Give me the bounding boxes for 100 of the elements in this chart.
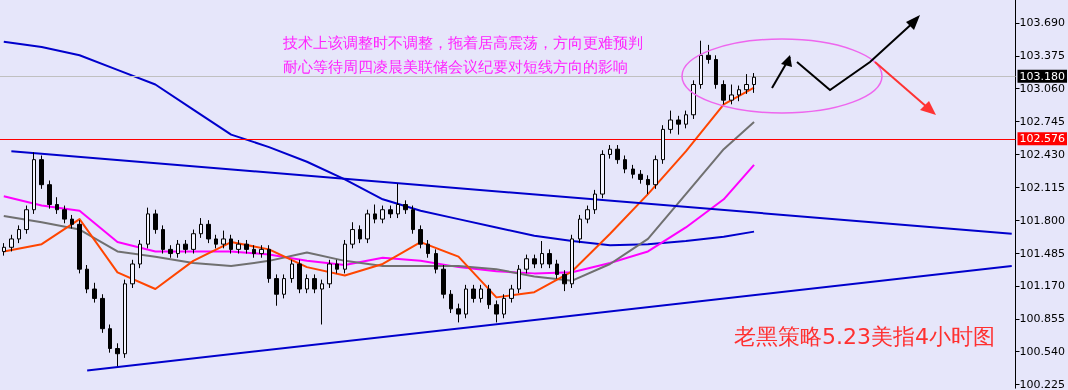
candlestick (350, 221, 355, 249)
candlestick (479, 284, 483, 304)
candlestick (721, 79, 726, 105)
candlestick (729, 84, 734, 105)
candlestick (714, 54, 718, 90)
candlestick (259, 244, 264, 259)
candlestick (555, 259, 559, 280)
candlestick (441, 264, 446, 299)
candlestick (70, 214, 74, 230)
candlestick (653, 154, 658, 190)
text: 老黑策略5.23美指4小时图 (734, 323, 995, 349)
candlestick (39, 154, 44, 190)
candlestick (229, 234, 233, 255)
candlestick (183, 239, 188, 255)
candlestick (631, 164, 635, 179)
y-tick-label: 102.430 (1019, 147, 1066, 161)
candlestick (646, 174, 650, 195)
candlestick (464, 284, 468, 319)
candlestick (615, 144, 620, 165)
candlestick (434, 248, 438, 274)
candlestick (327, 259, 332, 289)
candlestick (153, 209, 158, 235)
candlestick (562, 269, 567, 292)
candlestick (502, 293, 506, 319)
candlestick (199, 217, 203, 239)
annotation: 技术上该调整时不调整，拖着居高震荡，方向更难预判 (282, 33, 643, 52)
candlestick (668, 110, 673, 135)
candlestick (47, 180, 52, 210)
candlestick (373, 204, 377, 224)
candlestick (146, 207, 150, 249)
y-tick-label: 100.225 (1019, 378, 1066, 390)
candlestick (623, 154, 627, 174)
candlestick (320, 279, 324, 325)
candlestick (388, 205, 393, 219)
candlestick (221, 230, 226, 249)
candlestick (108, 324, 112, 354)
candlestick (706, 44, 711, 65)
ref-line-label: 103.180 (1019, 69, 1066, 83)
y-tick-label: 103.375 (1019, 49, 1066, 63)
candlestick (570, 234, 574, 289)
annotation: 耐心等待周四凌晨美联储会议纪要对短线方向的影响 (283, 57, 628, 76)
candlestick (168, 244, 173, 259)
y-tick-label: 102.745 (1019, 115, 1066, 129)
y-tick-label: 101.800 (1019, 213, 1066, 227)
y-tick-label: 101.170 (1019, 279, 1066, 293)
candlestick (449, 289, 453, 314)
candlestick (62, 205, 67, 224)
candlestick (578, 214, 582, 244)
candlestick (305, 273, 309, 294)
candlestick (540, 240, 544, 269)
candlestick (676, 115, 681, 136)
candlestick (274, 273, 279, 307)
candlestick (547, 248, 552, 269)
candlestick (661, 124, 665, 165)
candlestick (191, 229, 196, 255)
candlestick (282, 273, 286, 299)
candlestick (737, 85, 741, 102)
candlestick (335, 259, 339, 274)
candlestick (699, 40, 703, 90)
candlestick (517, 264, 521, 294)
candlestick (396, 183, 400, 219)
candlestick (297, 259, 302, 294)
candlestick (365, 209, 370, 244)
candlestick (214, 234, 218, 249)
candlestick (2, 242, 6, 257)
candlestick (176, 239, 180, 259)
candlestick (100, 293, 105, 334)
candlestick (252, 244, 256, 259)
candlestick (585, 205, 590, 224)
candlestick (24, 205, 29, 235)
y-tick-label: 100.855 (1019, 312, 1066, 326)
candlestick (494, 300, 499, 323)
candlestick (9, 234, 14, 252)
y-tick-label: 103.060 (1019, 82, 1066, 96)
candlestick (744, 73, 749, 95)
candlestick (312, 273, 317, 294)
candlestick (456, 303, 461, 323)
candlestick (92, 282, 97, 304)
candlestick (509, 284, 514, 304)
y-tick-label: 103.690 (1019, 16, 1066, 30)
ref-line-label: 102.576 (1019, 132, 1066, 146)
candlestick (487, 284, 491, 310)
candlestick (403, 199, 408, 215)
candlestick (608, 144, 612, 160)
candlestick (77, 219, 82, 274)
line-series (2, 121, 756, 282)
candlestick (130, 259, 135, 289)
candlestick (123, 279, 127, 359)
candlestick (115, 342, 120, 367)
candlestick (206, 219, 211, 244)
candlestick (343, 239, 347, 274)
candlestick (55, 196, 59, 215)
candlestick (638, 169, 643, 185)
candlestick (236, 239, 241, 255)
y-tick-label: 100.540 (1019, 345, 1066, 359)
candlestick (691, 79, 696, 120)
candlestick (32, 151, 36, 215)
candlestick (290, 259, 294, 284)
candlestick (471, 284, 476, 304)
candlestick (426, 239, 430, 259)
